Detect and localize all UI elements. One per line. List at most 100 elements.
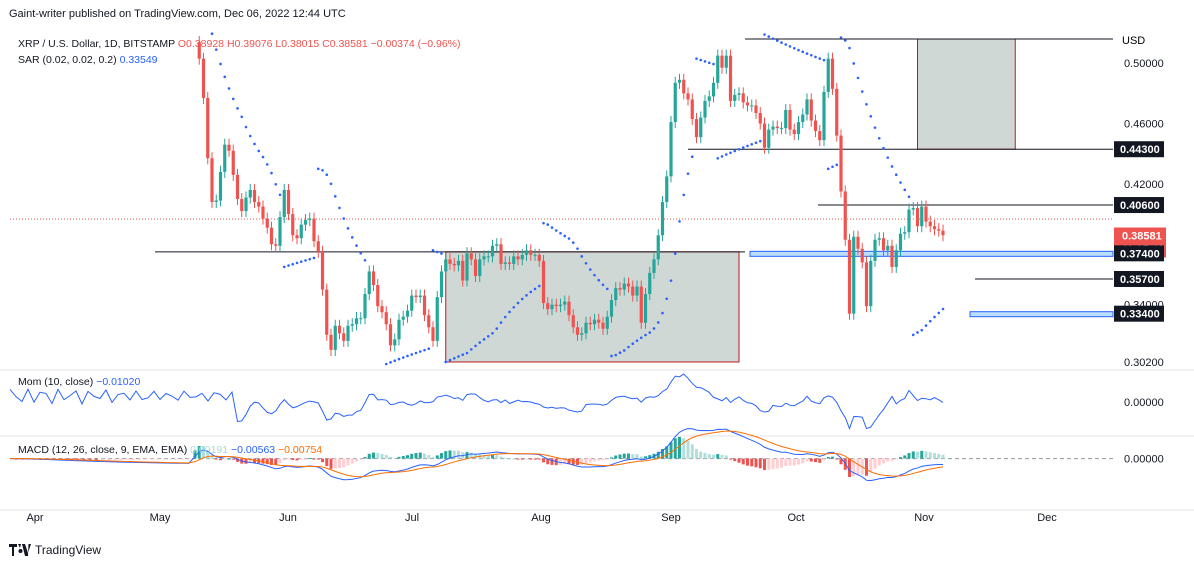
macd-histogram-bar	[720, 455, 724, 459]
macd-histogram-bar	[546, 458, 550, 465]
candle-body	[673, 82, 677, 123]
candle-body	[737, 93, 741, 95]
macd-histogram-bar	[894, 458, 898, 460]
macd-histogram-bar	[686, 440, 690, 459]
sar-dot	[584, 261, 588, 265]
sar-dot	[231, 97, 235, 101]
sar-dot	[848, 46, 851, 50]
candle-body	[354, 318, 359, 325]
candle-body	[686, 93, 690, 100]
macd-histogram-bar	[363, 457, 367, 459]
mom-label[interactable]: Mom (10, close)	[18, 376, 94, 388]
candle-body	[852, 236, 856, 314]
candle-body	[890, 245, 894, 267]
macd-histogram-bar	[187, 458, 191, 460]
macd-histogram-bar	[618, 454, 622, 459]
candle-body	[690, 99, 694, 120]
macd-histogram-bar	[469, 452, 473, 459]
candle-body	[669, 122, 673, 177]
macd-histogram-bar	[669, 442, 673, 459]
candle-body	[860, 248, 864, 263]
candle-body	[546, 303, 550, 310]
macd-histogram-bar	[393, 457, 397, 459]
consolidation-zone	[917, 38, 1016, 150]
macd-histogram-bar	[304, 458, 307, 460]
candle-body	[886, 245, 890, 251]
candle-body	[359, 318, 363, 320]
sar-dot	[635, 339, 639, 342]
candle-body	[227, 144, 231, 151]
sar-dot	[601, 283, 605, 287]
macd-histogram-bar	[780, 458, 783, 468]
sar-dot	[270, 171, 273, 175]
candle-body	[801, 114, 805, 123]
candle-body	[431, 327, 435, 341]
sar-dot	[508, 310, 511, 314]
macd-histogram-bar	[627, 453, 630, 459]
candle-body	[601, 322, 605, 329]
sar-label[interactable]: SAR (0.02, 0.02, 0.2)	[18, 54, 117, 66]
candle-body	[435, 297, 439, 341]
sar-dot	[444, 360, 448, 364]
candle-body	[903, 232, 907, 234]
macd-histogram-bar	[448, 450, 452, 459]
macd-histogram-bar	[933, 453, 936, 459]
candle-body	[728, 55, 733, 101]
macd-histogram-bar	[94, 458, 98, 460]
macd-histogram-bar	[563, 458, 567, 465]
candle-body	[869, 260, 873, 307]
candle-body	[452, 263, 456, 266]
macd-histogram-bar	[843, 458, 847, 470]
macd-histogram-bar	[805, 458, 809, 462]
macd-histogram-bar	[372, 452, 375, 459]
candle-body	[346, 325, 350, 341]
candle-body	[495, 244, 499, 246]
candle-body	[529, 250, 533, 255]
momentum-line	[9, 373, 944, 430]
sar-dot	[533, 287, 537, 291]
time-tick-label: Oct	[787, 512, 804, 524]
sar-dot	[818, 57, 822, 60]
candle-body	[333, 325, 337, 350]
macd-histogram-bar	[291, 458, 295, 461]
candle-body	[784, 109, 788, 129]
macd-histogram-bar	[911, 451, 915, 459]
sar-dot	[465, 351, 469, 355]
sar-dot	[724, 153, 728, 156]
sar-dot	[754, 141, 758, 145]
candle-body	[575, 327, 580, 335]
macd-histogram-bar	[605, 458, 609, 460]
tradingview-footer[interactable]: TradingView	[9, 543, 101, 557]
sar-dot	[253, 142, 256, 146]
candle-body	[614, 288, 618, 301]
candle-body	[750, 105, 754, 107]
macd-histogram-bar	[741, 458, 745, 465]
candle-body	[716, 55, 720, 83]
macd-histogram-bar	[903, 455, 907, 459]
candle-body	[490, 245, 495, 257]
sar-dot	[763, 33, 766, 36]
sar-dot	[457, 355, 460, 358]
macd-histogram-bar	[495, 455, 499, 459]
macd-histogram-bar	[427, 455, 431, 459]
candle-body	[864, 262, 869, 307]
candle-body	[597, 319, 601, 323]
candle-body	[448, 259, 452, 264]
macd-histogram-bar	[431, 456, 435, 459]
macd-histogram-bar	[835, 458, 839, 460]
macd-label[interactable]: MACD (12, 26, close, 9, EMA, EMA)	[18, 444, 188, 456]
macd-histogram-bar	[656, 451, 660, 459]
sar-dot	[537, 284, 541, 288]
macd-histogram-bar	[673, 438, 677, 459]
candle-body	[584, 322, 588, 334]
macd-histogram-bar	[261, 458, 265, 464]
high-value: H0.39076	[226, 38, 273, 50]
candle-body	[397, 319, 401, 340]
macd-histogram-bar	[886, 458, 890, 462]
candle-body	[677, 79, 682, 83]
symbol-label[interactable]: XRP / U.S. Dollar, 1D, BITSTAMP	[18, 38, 175, 50]
price-tick-label: 0.46000	[1124, 119, 1164, 131]
time-tick-label: Dec	[1037, 512, 1057, 524]
sar-dot	[797, 48, 800, 52]
